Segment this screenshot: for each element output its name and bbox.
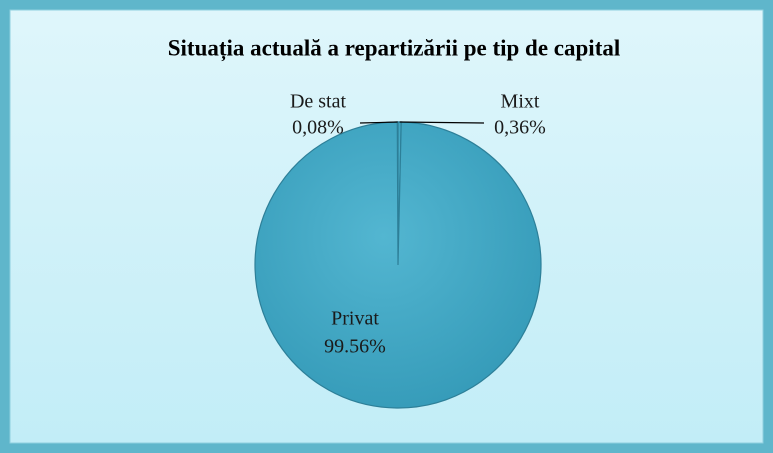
slice-value-label: 0,36%	[494, 117, 546, 139]
chart-title: Situația actuală a repartizării pe tip d…	[168, 35, 621, 61]
slice-label: De stat	[290, 91, 347, 113]
pie-slice	[254, 121, 542, 409]
slice-label: Privat	[331, 308, 379, 330]
slice-value-label: 0,08%	[292, 117, 344, 139]
leader-line	[359, 121, 398, 124]
leader-line	[399, 121, 485, 124]
slice-label: Mixt	[501, 91, 540, 113]
pie	[254, 121, 542, 409]
slice-value-label: 99.56%	[324, 336, 386, 358]
